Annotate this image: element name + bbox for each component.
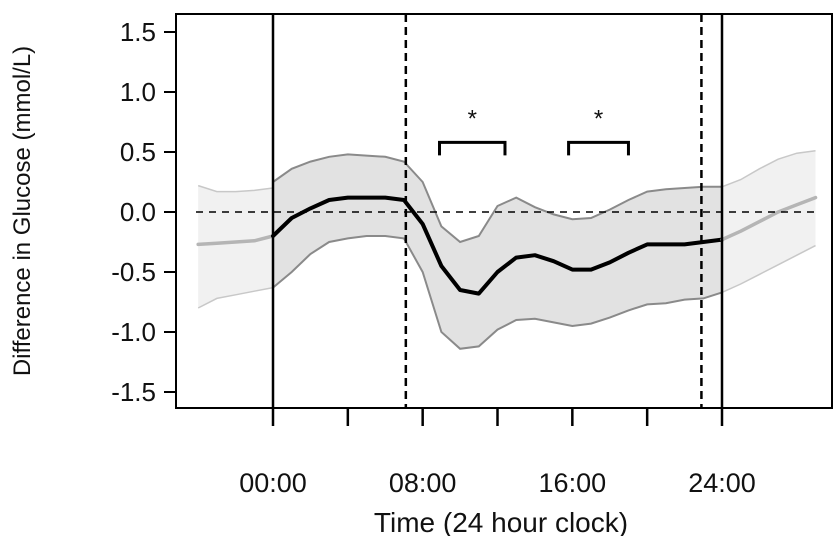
mean-line-1 (271, 195, 724, 296)
reference-lines (196, 14, 820, 408)
confidence-band-2 (722, 150, 816, 293)
y-tick-label-1: 1.0 (120, 77, 156, 107)
significance-brackets: * * (438, 105, 630, 156)
y-tick-label-6: -1.5 (111, 377, 156, 407)
upper-bound-line-2 (721, 150, 816, 188)
y-tick-label-2: 0.5 (120, 137, 156, 167)
upper-bound-line-0 (197, 184, 274, 193)
significance-marker-0: * (468, 105, 477, 132)
y-axis: 1.5 1.0 0.5 0.0 -0.5 -1.0 -1.5 (111, 17, 176, 407)
confidence-band-1 (273, 154, 722, 349)
x-axis-title: Time (24 hour clock) (374, 507, 628, 536)
series-lines (196, 195, 818, 296)
y-tick-label-5: -1.0 (111, 317, 156, 347)
lower-bound-line-0 (197, 286, 274, 309)
significance-bracket-0 (438, 140, 507, 156)
x-axis: 00:00 08:00 16:00 24:00 (239, 408, 756, 498)
y-tick-label-3: 0.0 (120, 197, 156, 227)
significance-marker-1: * (594, 105, 603, 132)
upper-bound-line-1 (272, 153, 722, 244)
x-tick-label-2: 16:00 (539, 468, 607, 498)
y-axis-title: Difference in Glucose (mmol/L) (9, 46, 36, 376)
x-tick-label-1: 08:00 (389, 468, 457, 498)
mean-line-2 (720, 195, 818, 242)
confidence-band-0 (198, 185, 273, 308)
significance-bracket-1 (567, 140, 630, 156)
y-tick-label-0: 1.5 (120, 17, 156, 47)
x-tick-label-0: 00:00 (239, 468, 307, 498)
confidence-bands (197, 150, 816, 350)
y-tick-label-4: -0.5 (111, 257, 156, 287)
x-tick-label-3: 24:00 (688, 468, 756, 498)
lower-bound-line-2 (721, 244, 816, 294)
mean-line-0 (196, 234, 275, 247)
lower-bound-line-1 (272, 235, 723, 350)
